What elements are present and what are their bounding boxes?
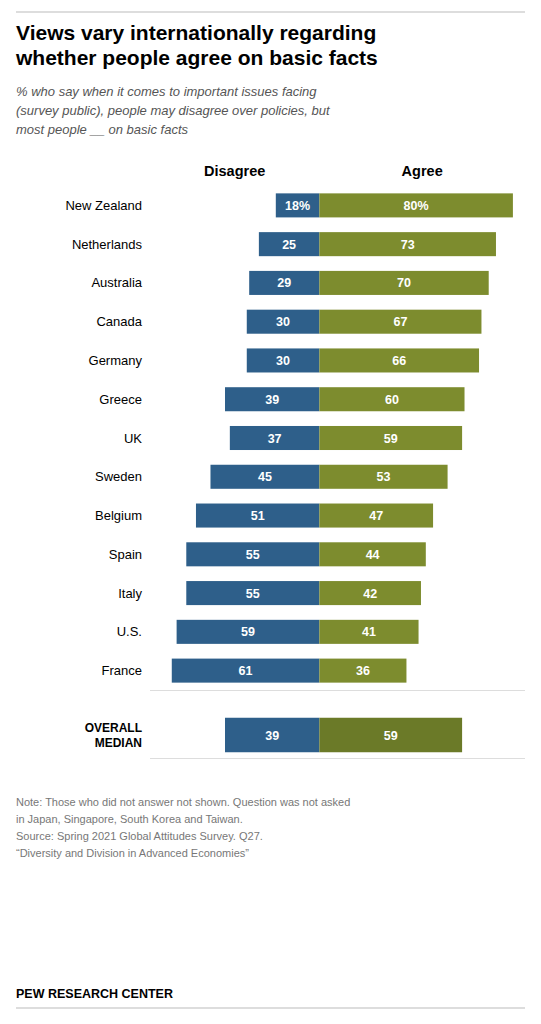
bar [230, 426, 320, 450]
bar [319, 348, 479, 372]
category-label: France [102, 663, 142, 678]
bar [319, 542, 425, 566]
data-label: 18% [285, 199, 310, 213]
x-axis-line [150, 758, 525, 759]
bar [319, 718, 462, 753]
data-label: 67 [393, 315, 407, 329]
bar [225, 718, 319, 753]
bar [186, 542, 319, 566]
bar [172, 659, 320, 683]
bar [319, 232, 496, 256]
bar [319, 426, 462, 450]
data-label: 70 [397, 276, 411, 290]
category-label: New Zealand [65, 198, 142, 213]
bar [177, 620, 320, 644]
bottom-rule [16, 1008, 525, 1009]
bar [319, 465, 447, 489]
category-label: Belgium [95, 508, 142, 523]
bar [186, 581, 319, 605]
bars [225, 718, 462, 753]
data-label: 53 [377, 470, 391, 484]
data-label: 59 [384, 729, 398, 743]
y-axis: New Zealand Netherlands Australia Canada Ger… [65, 198, 142, 678]
data-label: 30 [276, 315, 290, 329]
category-label: Italy [118, 586, 142, 601]
data-label: 47 [369, 509, 383, 523]
data-label: 25 [282, 238, 296, 252]
bar [319, 193, 513, 217]
data-label: 29 [277, 276, 291, 290]
bar [249, 271, 319, 295]
note: Note: Those who did not answer not shown… [16, 796, 350, 859]
y-axis: OVERALLMEDIAN [85, 721, 142, 750]
data-label: 55 [246, 548, 260, 562]
data-label: 39 [265, 393, 279, 407]
bar [259, 232, 319, 256]
bar [276, 193, 320, 217]
column-header: Disagree [204, 163, 265, 179]
bar [319, 504, 433, 528]
data-label: 59 [241, 625, 255, 639]
title: Views vary internationally regardingwhet… [15, 21, 378, 69]
top-rule [16, 12, 525, 13]
data-label: 80% [404, 199, 429, 213]
data-label: 42 [363, 587, 377, 601]
data-label: 61 [239, 664, 253, 678]
category-label: Canada [96, 314, 142, 329]
data-label: 55 [246, 587, 260, 601]
bar [196, 504, 319, 528]
data-label: 60 [385, 393, 399, 407]
bar [210, 465, 319, 489]
source: PEW RESEARCH CENTER [16, 987, 173, 1001]
bars [172, 193, 513, 682]
category-label: UK [124, 431, 142, 446]
category-label: Sweden [95, 469, 142, 484]
bar [319, 620, 418, 644]
bar [319, 659, 406, 683]
bar [319, 271, 488, 295]
data-label: 30 [276, 354, 290, 368]
category-label: Greece [99, 392, 142, 407]
bar [319, 310, 481, 334]
data-label: 73 [401, 238, 415, 252]
data-label: 41 [362, 625, 376, 639]
category-label: Spain [109, 547, 142, 562]
data-label: 44 [366, 548, 380, 562]
data-label: 66 [392, 354, 406, 368]
data-labels: 39 59 [265, 729, 398, 743]
data-label: 45 [258, 470, 272, 484]
bar [247, 348, 320, 372]
category-label: OVERALLMEDIAN [85, 721, 142, 750]
data-label: 36 [356, 664, 370, 678]
column-header: Agree [402, 163, 443, 179]
category-label: Germany [89, 353, 143, 368]
subtitle: % who say when it comes to important iss… [16, 84, 331, 137]
bar [225, 387, 319, 411]
category-label: Netherlands [72, 237, 143, 252]
data-labels: 18% 80% 25 73 29 70 30 67 30 66 39 60 37 59 45 53 51 47 55… [239, 199, 429, 678]
data-label: 37 [268, 432, 282, 446]
category-label: Australia [91, 275, 142, 290]
x-axis-line [150, 690, 525, 691]
chart: Views vary internationally regardingwhet… [0, 0, 541, 1024]
bar [319, 581, 421, 605]
data-label: 39 [265, 729, 279, 743]
data-label: 51 [251, 509, 265, 523]
category-label: U.S. [117, 624, 142, 639]
bar [247, 310, 320, 334]
data-label: 59 [384, 432, 398, 446]
bar [319, 387, 464, 411]
